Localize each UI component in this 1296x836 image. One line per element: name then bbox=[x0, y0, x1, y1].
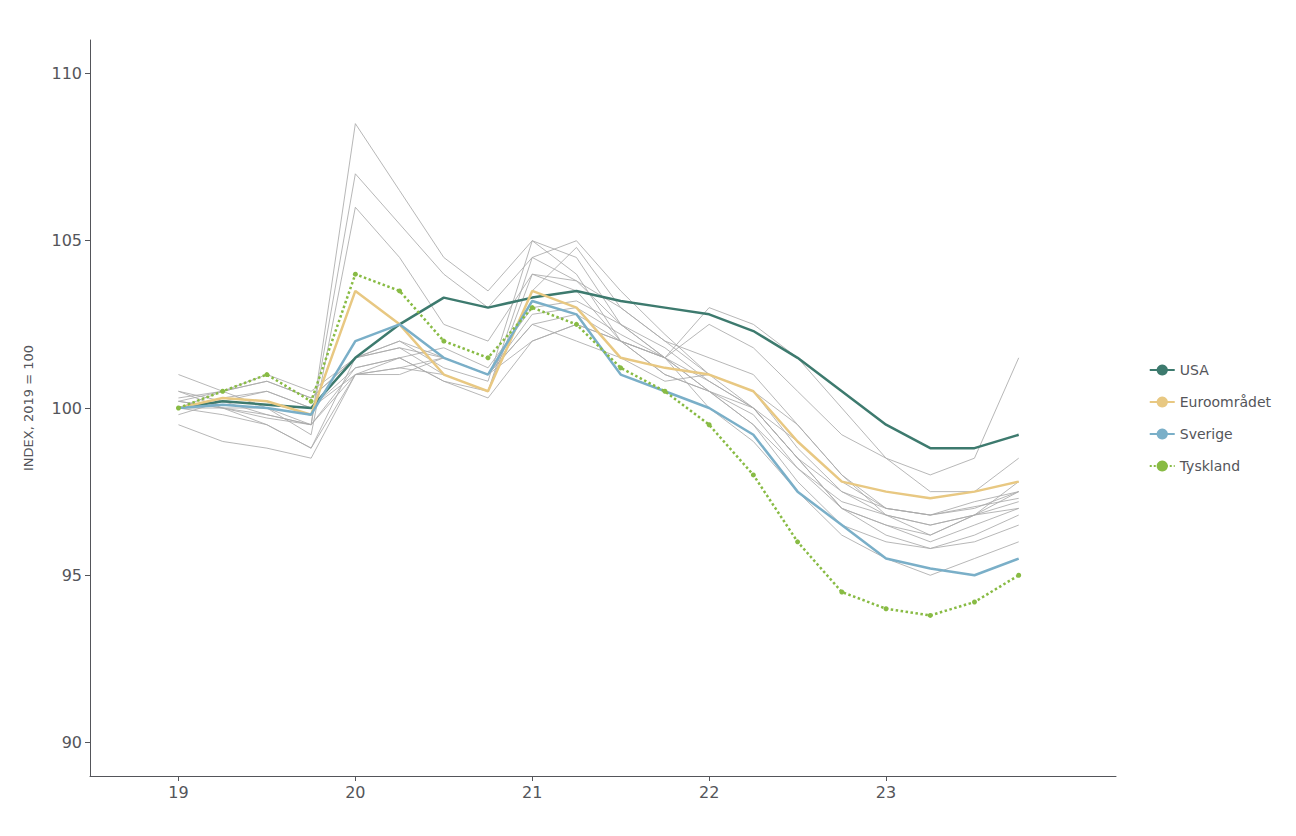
svg-text:95: 95 bbox=[62, 566, 82, 585]
svg-text:Euroområdet: Euroområdet bbox=[1180, 394, 1272, 410]
svg-text:90: 90 bbox=[62, 733, 82, 752]
svg-text:Sverige: Sverige bbox=[1180, 426, 1233, 442]
svg-text:USA: USA bbox=[1180, 362, 1209, 378]
svg-text:21: 21 bbox=[522, 783, 542, 802]
svg-text:110: 110 bbox=[51, 64, 82, 83]
svg-text:105: 105 bbox=[51, 231, 82, 250]
svg-text:Tyskland: Tyskland bbox=[1179, 458, 1240, 474]
svg-text:22: 22 bbox=[699, 783, 719, 802]
svg-text:20: 20 bbox=[345, 783, 365, 802]
svg-text:INDEX, 2019 = 100: INDEX, 2019 = 100 bbox=[21, 345, 36, 471]
svg-text:23: 23 bbox=[876, 783, 896, 802]
svg-text:19: 19 bbox=[168, 783, 188, 802]
svg-text:100: 100 bbox=[51, 399, 82, 418]
